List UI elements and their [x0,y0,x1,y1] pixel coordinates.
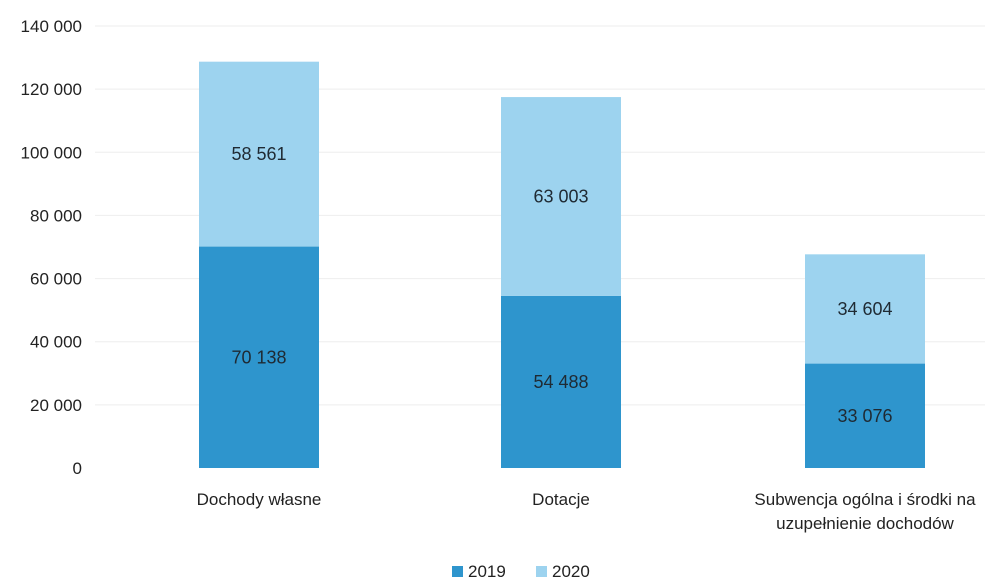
legend-label: 2020 [552,562,590,581]
bar-segment-2020 [199,61,319,247]
legend-label: 2019 [468,562,506,581]
data-label: 58 561 [231,144,286,164]
bar-segment-2020 [501,97,621,296]
data-label: 70 138 [231,347,286,367]
data-label: 63 003 [533,187,588,207]
bar-segment-2019 [501,295,621,468]
category-label: Dochody własne [197,490,322,509]
legend: 2019 2020 [452,562,590,581]
y-tick-label: 140 000 [21,17,82,36]
data-label: 34 604 [837,299,892,319]
y-tick-label: 100 000 [21,143,82,162]
bar-segment-2020 [805,254,925,364]
bar-segment-2019 [199,246,319,468]
y-tick-label: 40 000 [30,333,82,352]
y-tick-label: 0 [73,459,82,478]
y-axis: 0 20 000 40 000 60 000 80 000 100 000 120 000 1… [21,17,82,478]
legend-swatch-2020 [536,566,547,577]
data-label: 33 076 [837,406,892,426]
bars: 70 138 58 561 54 488 63 003 33 076 34 604 [199,61,925,468]
y-tick-label: 120 000 [21,80,82,99]
category-label: Subwencja ogólna i środki na uzupełnienie… [754,490,976,533]
category-label: Dotacje [532,490,590,509]
legend-swatch-2019 [452,566,463,577]
y-tick-label: 20 000 [30,396,82,415]
y-tick-label: 80 000 [30,206,82,225]
y-tick-label: 60 000 [30,270,82,289]
bar-segment-2019 [805,363,925,468]
data-label: 54 488 [533,372,588,392]
x-axis-categories: Dochody własne Dotacje Subwencja ogólna i … [197,490,976,533]
